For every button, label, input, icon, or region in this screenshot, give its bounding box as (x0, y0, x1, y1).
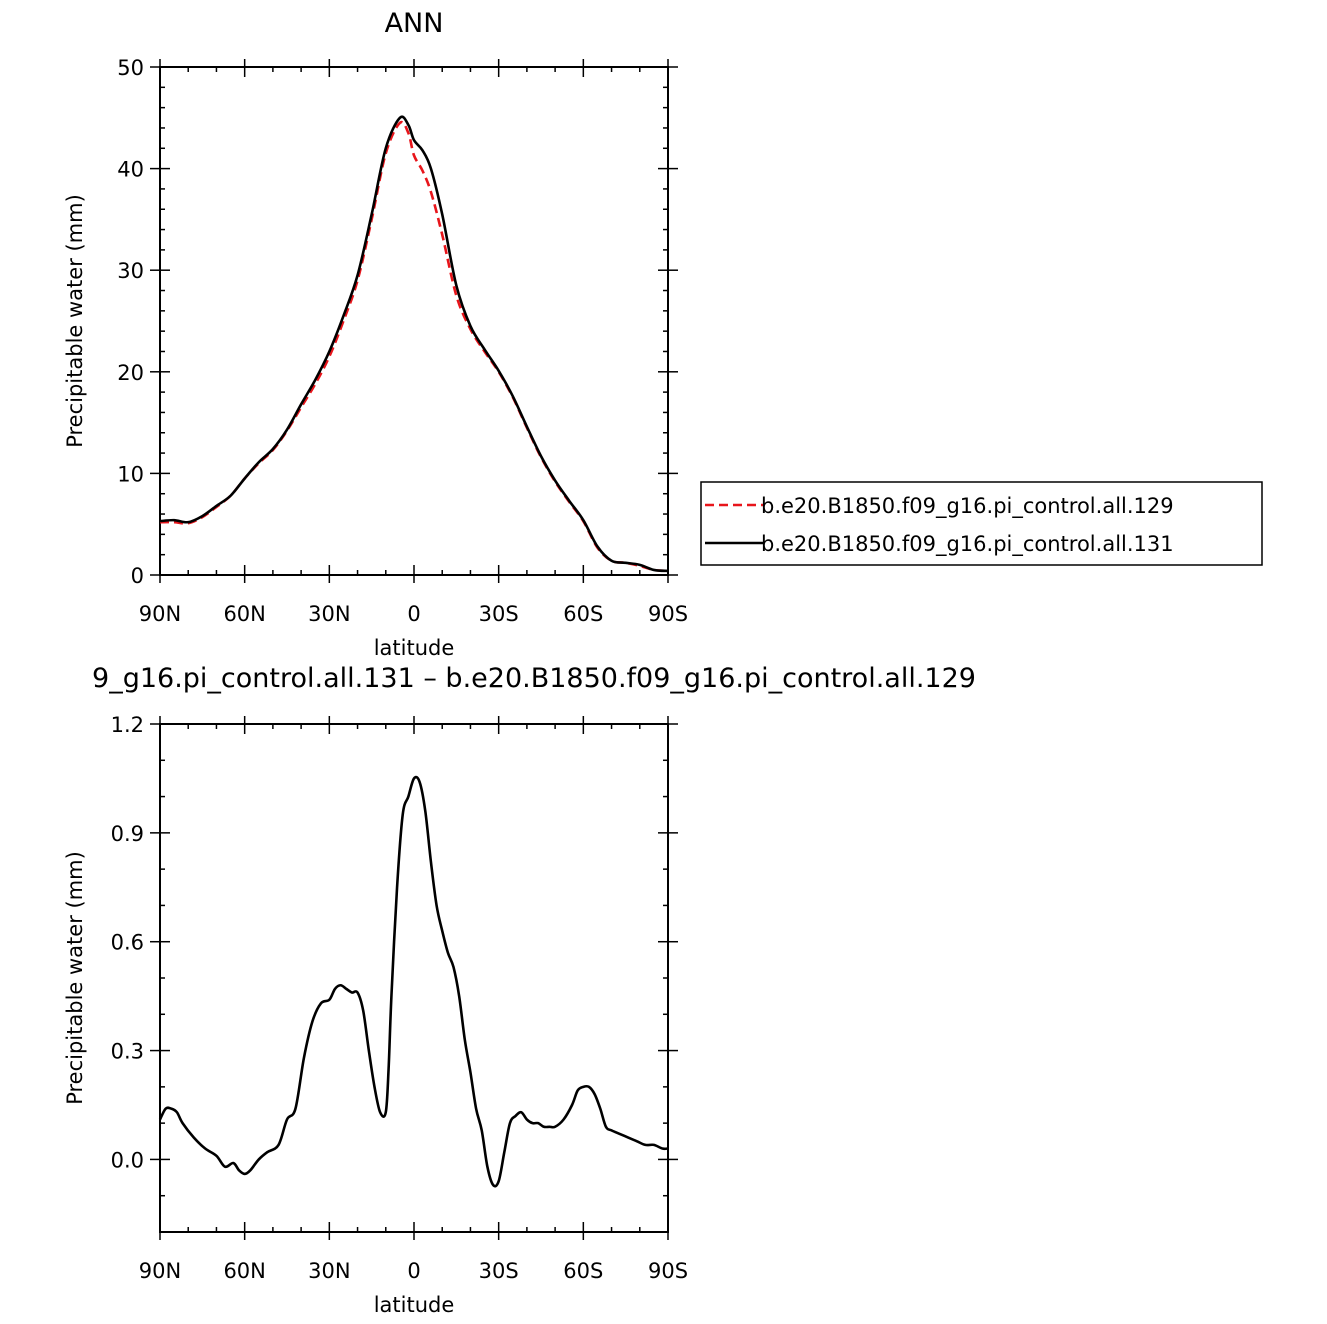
y-tick-label: 40 (117, 158, 144, 182)
x-tick-label: 60S (563, 602, 603, 626)
x-tick-label: 90S (648, 602, 688, 626)
x-tick-label: 90S (648, 1259, 688, 1283)
x-tick-label: 30S (479, 602, 519, 626)
y-tick-label: 20 (117, 361, 144, 385)
plot-frame (159, 66, 669, 576)
x-tick-label: 60N (223, 602, 265, 626)
x-axis-label: latitude (374, 1293, 455, 1317)
x-axis-label: latitude (374, 636, 455, 660)
x-tick-label: 30S (479, 1259, 519, 1283)
x-tick-label: 30N (308, 602, 350, 626)
x-tick-label: 90N (139, 1259, 181, 1283)
y-tick-label: 0.0 (111, 1148, 144, 1172)
series-line-2 (159, 115, 669, 573)
legend-label-1: b.e20.B1850.f09_g16.pi_control.all.129 (761, 494, 1174, 519)
y-axis-label: Precipitable water (mm) (63, 194, 87, 448)
y-tick-label: 50 (117, 56, 144, 80)
legend-box (700, 481, 1263, 566)
y-tick-label: 0.9 (111, 822, 144, 846)
series-line-1 (159, 120, 669, 573)
x-tick-label: 90N (139, 602, 181, 626)
legend: b.e20.B1850.f09_g16.pi_control.all.129 b.… (700, 481, 1263, 566)
y-tick-label: 0.6 (111, 931, 144, 955)
x-tick-label: 0 (407, 1259, 420, 1283)
x-tick-label: 0 (407, 602, 420, 626)
y-tick-label: 0 (131, 564, 144, 588)
chart-title: 9_g16.pi_control.all.131 – b.e20.B1850.f… (92, 663, 976, 694)
y-tick-label: 30 (117, 259, 144, 283)
y-tick-label: 10 (117, 462, 144, 486)
x-tick-label: 30N (308, 1259, 350, 1283)
y-axis-label: Precipitable water (mm) (63, 851, 87, 1105)
top-line-chart: 90N 60N 30N 0 30S 60S 90S 0 10 20 30 40 50 ANN latitud… (63, 8, 688, 660)
y-tick-label: 1.2 (111, 713, 144, 737)
plot-frame (159, 723, 669, 1233)
legend-label-2: b.e20.B1850.f09_g16.pi_control.all.131 (761, 532, 1174, 557)
series-line-1 (158, 775, 669, 1188)
x-tick-label: 60N (223, 1259, 265, 1283)
difference-line-chart: 90N 60N 30N 0 30S 60S 90S 0.0 0.3 0.6 0.9 1.2 9_g16.… (63, 663, 976, 1317)
chart-title: ANN (385, 8, 444, 39)
x-tick-label: 60S (563, 1259, 603, 1283)
y-tick-label: 0.3 (111, 1040, 144, 1064)
